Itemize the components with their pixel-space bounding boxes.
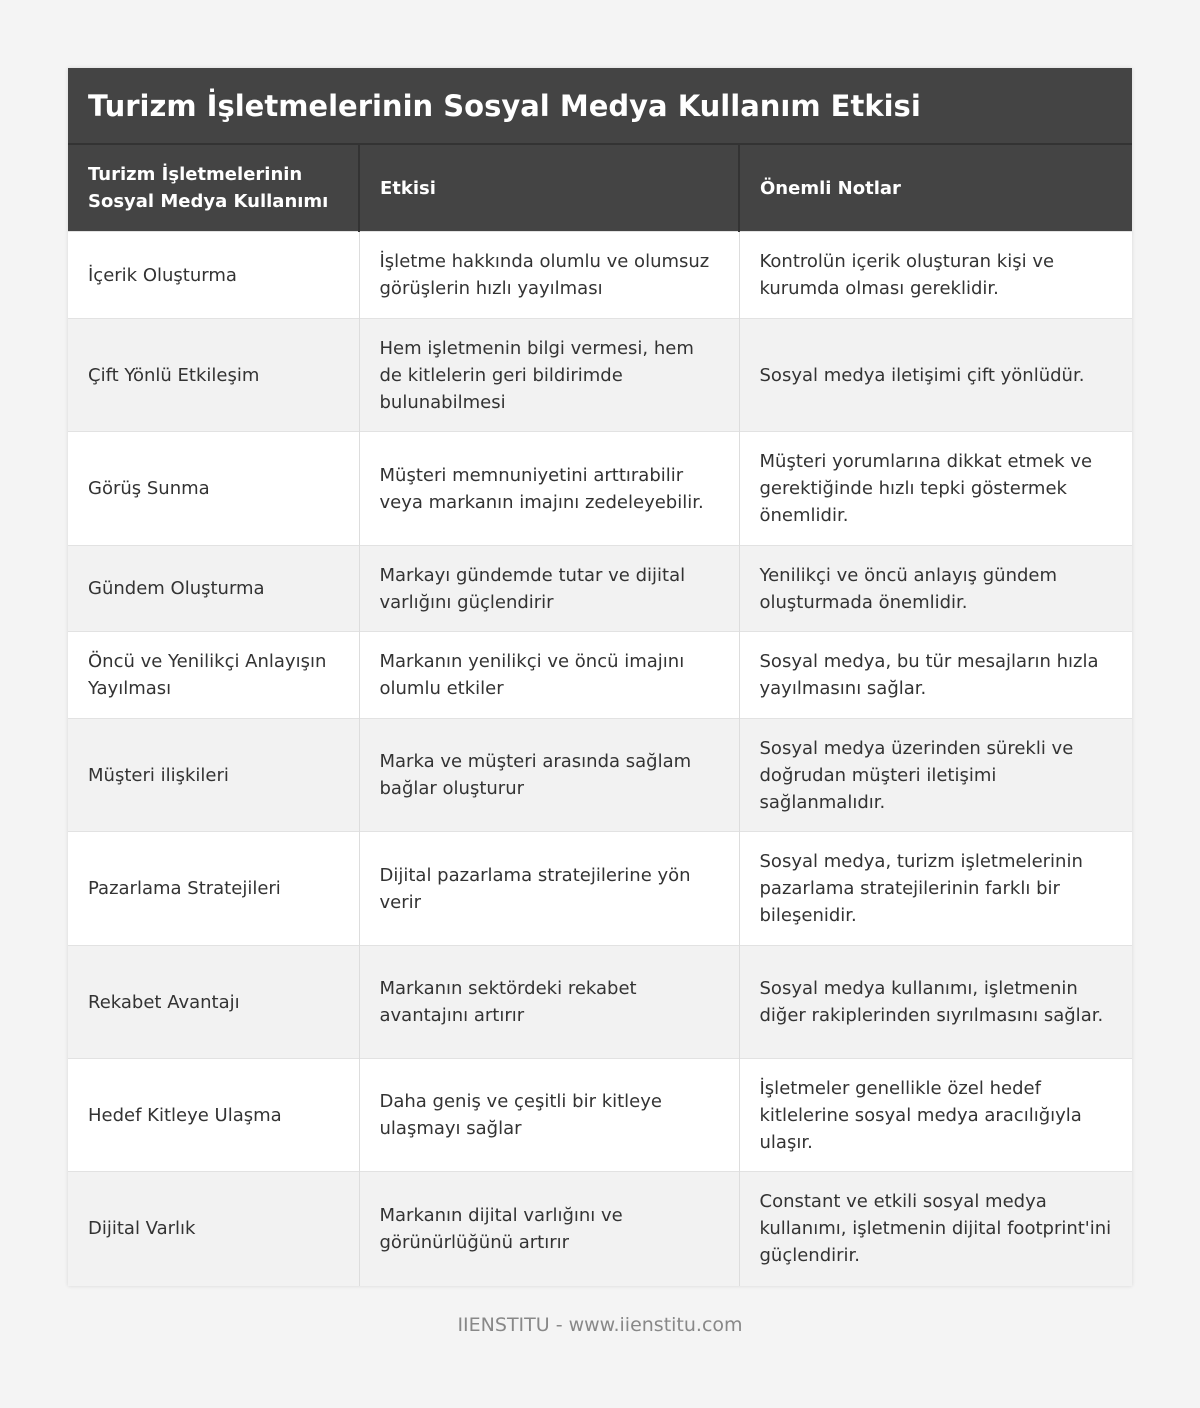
table-cell: Sosyal medya, turizm işletmelerinin paza… (739, 831, 1132, 946)
table-cell: Sosyal medya, bu tür mesajların hızla ya… (739, 631, 1132, 719)
table-title: Turizm İşletmelerinin Sosyal Medya Kulla… (68, 68, 1132, 145)
footer-credit: IIENSTITU - www.iienstitu.com (457, 1314, 743, 1336)
column-header: Turizm İşletmelerinin Sosyal Medya Kulla… (68, 145, 360, 232)
table-cell: Dijital Varlık (68, 1171, 360, 1286)
table-row: Pazarlama Stratejileri Dijital pazarlama … (68, 831, 1132, 946)
table-cell: Hedef Kitleye Ulaşma (68, 1058, 360, 1172)
table-cell: Sosyal medya üzerinden sürekli ve doğrud… (739, 718, 1132, 832)
table-cell: Markayı gündemde tutar ve dijital varlığ… (359, 545, 740, 632)
table-cell: Rekabet Avantajı (68, 945, 360, 1059)
table-cell: Sosyal medya kullanımı, işletmenin diğer… (739, 945, 1132, 1059)
table-cell: Markanın yenilikçi ve öncü imajını oluml… (359, 631, 740, 719)
table-row: Müşteri ilişkileri Marka ve müşteri arası… (68, 718, 1132, 832)
column-header: Önemli Notlar (739, 145, 1132, 232)
table-row: Dijital Varlık Markanın dijital varlığını… (68, 1171, 1132, 1286)
table-row: Gündem Oluşturma Markayı gündemde tutar v… (68, 545, 1132, 632)
table-row: Rekabet Avantajı Markanın sektördeki reka… (68, 945, 1132, 1059)
table-cell: Constant ve etkili sosyal medya kullanım… (739, 1171, 1132, 1286)
table-cell: Yenilikçi ve öncü anlayış gündem oluştur… (739, 545, 1132, 632)
table-cell: Müşteri ilişkileri (68, 718, 360, 832)
table-cell: İçerik Oluşturma (68, 231, 360, 319)
table-cell: Sosyal medya iletişimi çift yönlüdür. (739, 318, 1132, 432)
table-cell: Hem işletmenin bilgi vermesi, hem de kit… (359, 318, 740, 432)
table-cell: Müşteri memnuniyetini arttırabilir veya … (359, 431, 740, 546)
table-cell: Görüş Sunma (68, 431, 360, 546)
table-cell: İşletme hakkında olumlu ve olumsuz görüş… (359, 231, 740, 319)
table-cell: Öncü ve Yenilikçi Anlayışın Yayılması (68, 631, 360, 719)
table-cell: Dijital pazarlama stratejilerine yön ver… (359, 831, 740, 946)
column-header: Etkisi (359, 145, 740, 232)
table-cell: Daha geniş ve çeşitli bir kitleye ulaşma… (359, 1058, 740, 1172)
table-cell: Marka ve müşteri arasında sağlam bağlar … (359, 718, 740, 832)
table-cell: Markanın dijital varlığını ve görünürlüğ… (359, 1171, 740, 1286)
header-row: Turizm İşletmelerinin Sosyal Medya Kulla… (68, 145, 1132, 232)
table-row: Öncü ve Yenilikçi Anlayışın Yayılması Mar… (68, 631, 1132, 719)
table-cell: Markanın sektördeki rekabet avantajını a… (359, 945, 740, 1059)
table-row: Çift Yönlü Etkileşim Hem işletmenin bilgi… (68, 318, 1132, 432)
table-cell: Müşteri yorumlarına dikkat etmek ve gere… (739, 431, 1132, 546)
table-card: Turizm İşletmelerinin Sosyal Medya Kulla… (68, 68, 1132, 1286)
table-row: Görüş Sunma Müşteri memnuniyetini arttıra… (68, 431, 1132, 546)
table-cell: Çift Yönlü Etkileşim (68, 318, 360, 432)
table-row: İçerik Oluşturma İşletme hakkında olumlu … (68, 231, 1132, 319)
table-cell: İşletmeler genellikle özel hedef kitlele… (739, 1058, 1132, 1172)
data-table: Turizm İşletmelerinin Sosyal Medya Kulla… (68, 145, 1132, 1286)
table-row: Hedef Kitleye Ulaşma Daha geniş ve çeşitl… (68, 1058, 1132, 1172)
table-cell: Kontrolün içerik oluşturan kişi ve kurum… (739, 231, 1132, 319)
table-cell: Gündem Oluşturma (68, 545, 360, 632)
table-cell: Pazarlama Stratejileri (68, 831, 360, 946)
